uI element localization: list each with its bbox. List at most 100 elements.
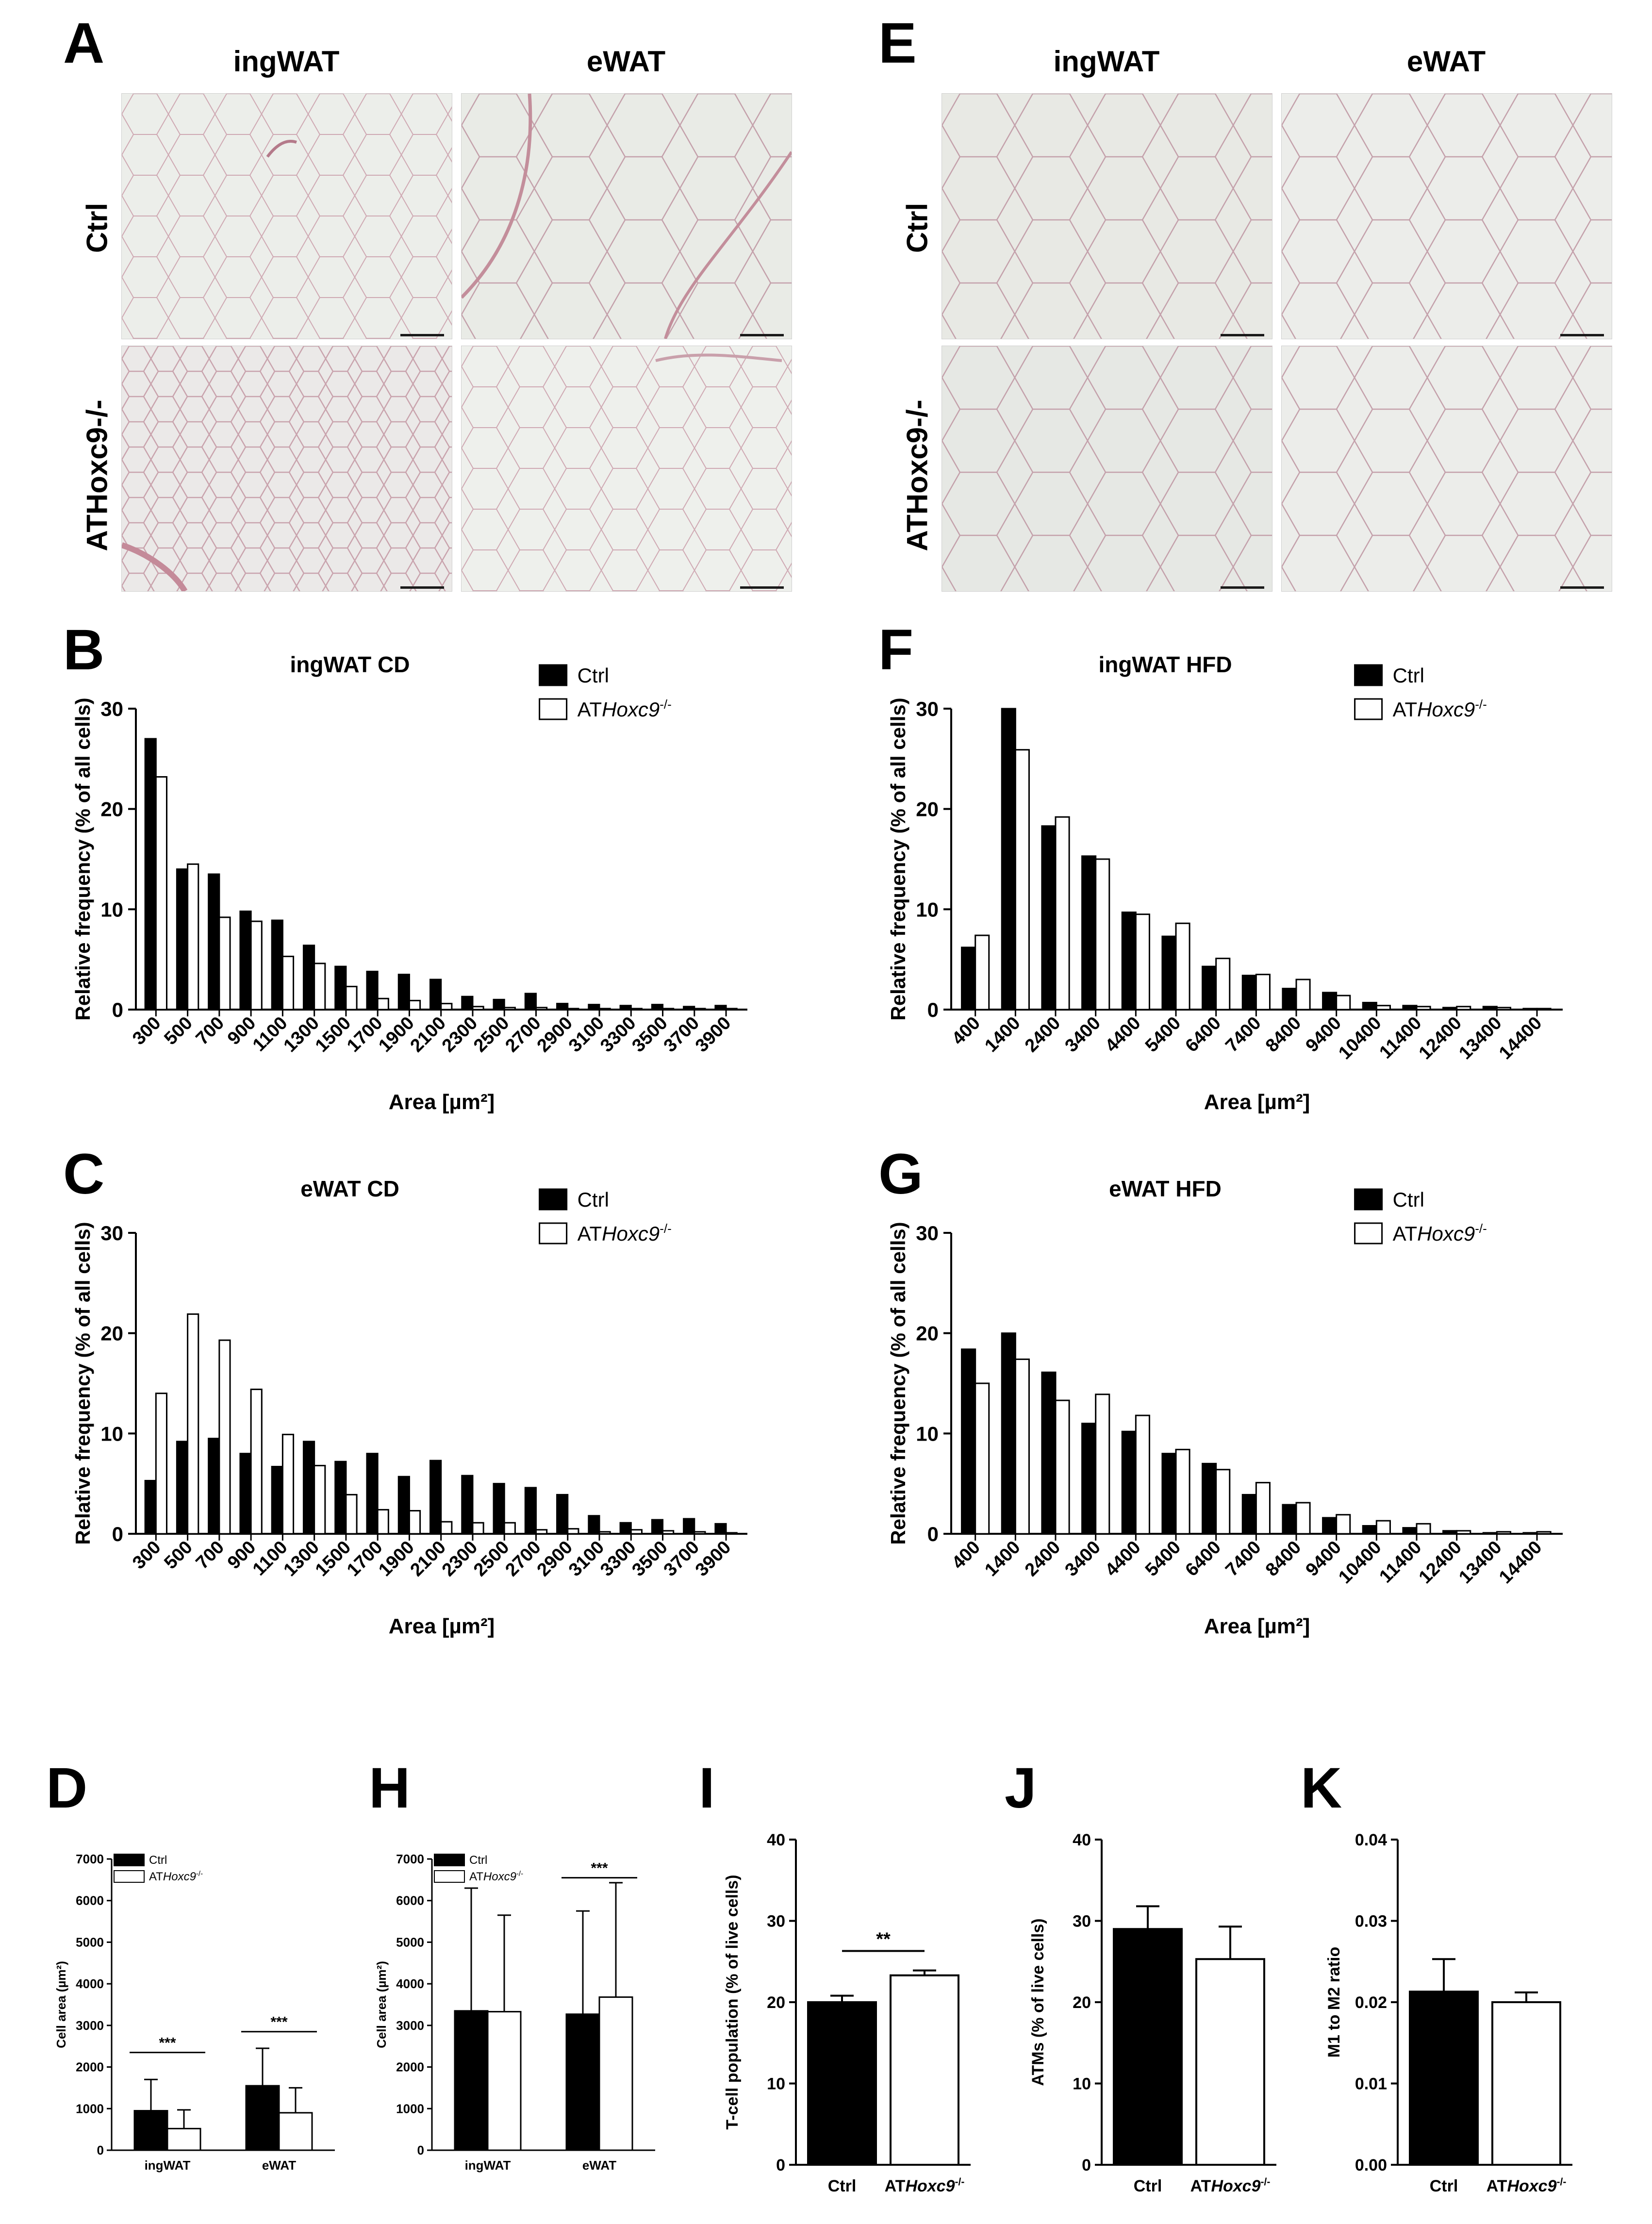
x-tick-label: 10400 — [1335, 1537, 1385, 1588]
bar-ko — [1375, 1520, 1391, 1535]
bar-ctrl — [1409, 1991, 1479, 2166]
bar-ctrl — [176, 868, 189, 1011]
chart-f-ingwat-hfd: ingWAT HFD 0 10 20 30 Relative frequency (% o… — [887, 652, 1563, 1114]
bar-ctrl — [651, 1519, 664, 1535]
y-tick-label: 2000 — [396, 2060, 424, 2075]
bar-ko — [694, 1531, 706, 1535]
bar-ctrl — [1482, 1532, 1498, 1535]
bar-ko — [166, 2127, 201, 2151]
x-tick-label: ATHoxc9-/- — [1487, 2176, 1567, 2195]
chart-title: eWAT HFD — [1109, 1176, 1222, 1201]
scale-bar — [400, 334, 444, 336]
bar-ko — [155, 1393, 168, 1535]
bar-ko — [1416, 1523, 1431, 1535]
bar-ko — [1195, 1958, 1265, 2166]
bar-ko — [218, 1339, 231, 1535]
bar-ctrl — [1522, 1532, 1538, 1535]
panel-a-row-ko: ATHoxc9-/- — [81, 399, 114, 551]
legend-label-ko: ATHoxc9-/- — [149, 1870, 203, 1883]
legend-label-ctrl: Ctrl — [578, 1188, 609, 1211]
bar-ko — [662, 1530, 675, 1535]
bar-ko — [187, 863, 199, 1011]
bar-ko — [1255, 974, 1271, 1011]
y-tick-label: 1000 — [76, 2101, 104, 2116]
bar-ctrl — [588, 1004, 600, 1011]
x-tick-label: 3500 — [628, 1013, 671, 1056]
chart-k-m1-m2: 0.00 0.01 0.02 0.03 0.04 M1 to M2 ratio Ctrl AT… — [1325, 1831, 1572, 2195]
y-axis-label: Relative frequency (% of all cells) — [71, 1222, 94, 1544]
bar-ctrl — [1041, 825, 1057, 1011]
significance-stars: *** — [159, 2035, 176, 2051]
bar-ko — [408, 999, 421, 1011]
bar-ctrl — [208, 873, 220, 1011]
panel-e-row-ko: ATHoxc9-/- — [901, 399, 934, 551]
x-tick-label: 2900 — [533, 1537, 577, 1580]
x-tick-label: 400 — [948, 1013, 985, 1049]
x-tick-label: 3400 — [1061, 1013, 1105, 1056]
y-tick-label: 0 — [112, 998, 123, 1021]
bar-ctrl — [714, 1005, 727, 1011]
y-tick-label: 0 — [776, 2156, 785, 2174]
y-tick-label: 20 — [916, 1322, 939, 1345]
bar-ctrl — [144, 1479, 157, 1535]
bar-ctrl — [334, 1461, 347, 1535]
chart-g-ewat-hfd: eWAT HFD 0 10 20 30 Relative frequency (% of … — [887, 1176, 1563, 1638]
legend-swatch-ko — [434, 1870, 465, 1883]
panel-letter-a: A — [63, 11, 105, 75]
legend-label-ko: ATHoxc9-/- — [1393, 697, 1487, 721]
y-tick-label: 6000 — [76, 1893, 104, 1908]
x-tick-label: 2500 — [470, 1537, 513, 1580]
bar-ctrl — [961, 946, 976, 1011]
bar-ko — [1375, 1005, 1391, 1011]
bar-ctrl — [454, 2010, 489, 2151]
bar-ko — [1014, 1358, 1030, 1535]
bar-ctrl — [176, 1441, 189, 1535]
bar-ctrl — [1121, 912, 1137, 1011]
x-tick-label: 12400 — [1415, 1537, 1466, 1588]
x-tick-label: 2900 — [533, 1013, 577, 1056]
y-tick-label: 20 — [100, 798, 123, 821]
bar-ctrl — [1402, 1005, 1418, 1011]
x-tick-label: 7400 — [1222, 1537, 1265, 1580]
bar-ctrl — [1322, 1517, 1338, 1535]
legend-label-ctrl: Ctrl — [469, 1854, 487, 1867]
bar-ko — [155, 776, 168, 1011]
y-tick-label: 3000 — [76, 2018, 104, 2033]
y-axis-label: Cell area (µm²) — [54, 1961, 68, 2048]
y-tick-label: 0 — [97, 2143, 104, 2158]
bar-ko — [278, 2112, 313, 2151]
bar-ko — [1496, 1007, 1511, 1011]
histology-a-ewat-ko — [461, 346, 792, 592]
panel-letter-e: E — [878, 11, 917, 75]
x-tick-label: 2300 — [438, 1537, 481, 1580]
bar-ctrl — [1113, 1928, 1183, 2166]
bar-ko — [1496, 1531, 1511, 1535]
legend-label-ctrl: Ctrl — [1393, 664, 1424, 687]
bar-ko — [472, 1522, 484, 1535]
legend-label-ko: ATHoxc9-/- — [1393, 1221, 1487, 1245]
legend-label-ko: ATHoxc9-/- — [578, 1221, 672, 1245]
bar-ko — [890, 1974, 959, 2166]
bar-ko — [1536, 1531, 1552, 1535]
panel-letter-j: J — [1005, 1756, 1037, 1820]
bar-ctrl — [1241, 975, 1257, 1011]
x-tick-label: 6400 — [1182, 1013, 1225, 1056]
bar-ko — [567, 1528, 579, 1535]
bar-ctrl — [1202, 965, 1217, 1011]
bar-ko — [975, 1382, 990, 1535]
bar-ctrl — [1001, 1332, 1016, 1535]
y-tick-label: 2000 — [76, 2060, 104, 2075]
scale-bar — [1221, 334, 1264, 336]
panel-letter-c: C — [63, 1142, 105, 1206]
bar-ctrl — [1081, 1423, 1097, 1535]
bar-ko — [1135, 1414, 1150, 1535]
x-tick-label: 300 — [129, 1013, 165, 1049]
bar-ko — [725, 1008, 738, 1011]
legend-swatch-ctrl — [434, 1854, 465, 1866]
bar-ctrl — [133, 2110, 168, 2151]
y-axis-label: T-cell population (% of live cells) — [723, 1875, 742, 2129]
x-tick-label: ingWAT — [145, 2158, 191, 2173]
y-tick-label: 20 — [100, 1322, 123, 1345]
bar-ko — [535, 1007, 548, 1011]
bar-ko — [345, 985, 358, 1011]
